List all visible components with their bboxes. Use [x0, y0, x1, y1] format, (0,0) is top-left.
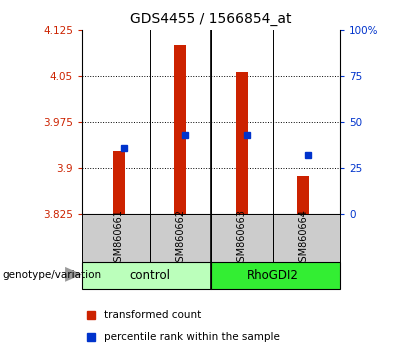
Bar — [211, 214, 273, 262]
Bar — [150, 214, 211, 262]
Bar — [211, 262, 340, 289]
Text: GSM860661: GSM860661 — [114, 209, 124, 268]
Bar — [273, 214, 340, 262]
Bar — [297, 176, 309, 214]
Bar — [113, 151, 125, 214]
Text: RhoGDI2: RhoGDI2 — [247, 269, 299, 282]
Text: genotype/variation: genotype/variation — [2, 270, 101, 280]
Bar — [82, 214, 150, 262]
Text: transformed count: transformed count — [104, 310, 201, 320]
Bar — [82, 262, 211, 289]
Text: percentile rank within the sample: percentile rank within the sample — [104, 332, 280, 342]
Bar — [174, 45, 186, 214]
Text: GSM860662: GSM860662 — [175, 209, 185, 268]
Title: GDS4455 / 1566854_at: GDS4455 / 1566854_at — [130, 12, 292, 26]
Text: GSM860663: GSM860663 — [237, 209, 247, 268]
Bar — [236, 72, 248, 214]
Polygon shape — [65, 267, 82, 282]
Text: control: control — [129, 269, 170, 282]
Text: GSM860664: GSM860664 — [298, 209, 308, 268]
